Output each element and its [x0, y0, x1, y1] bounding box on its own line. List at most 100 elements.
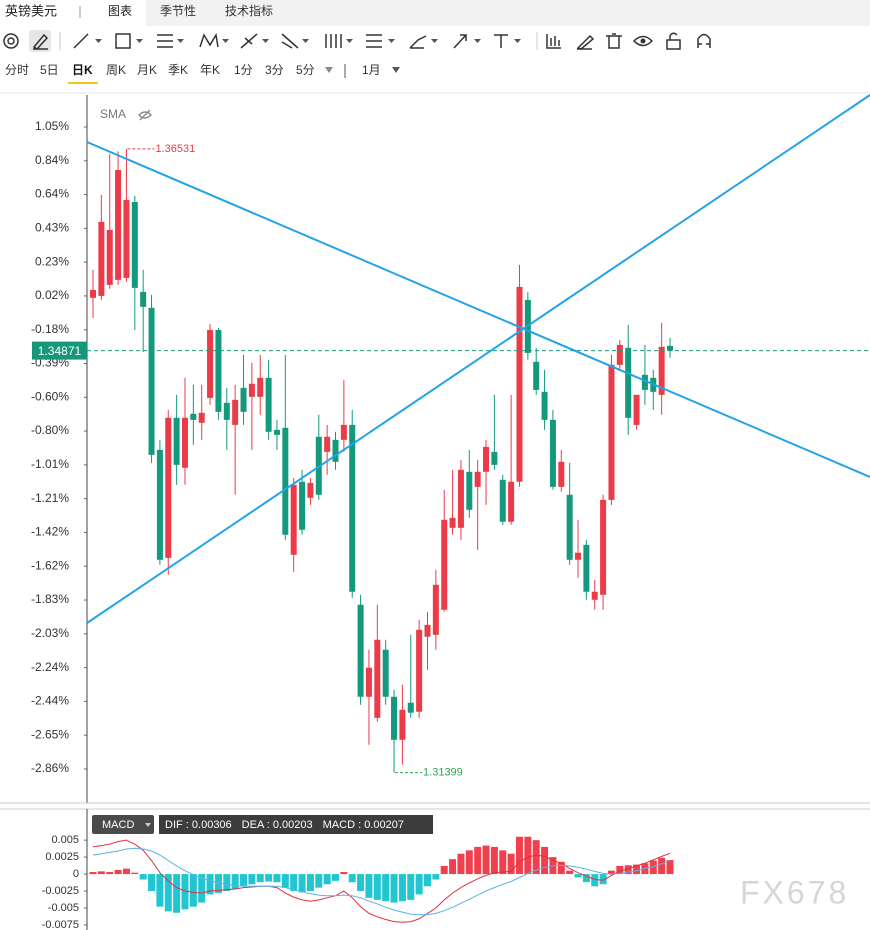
y-tick-label: 0 — [73, 868, 79, 880]
legend-name: DEA — [242, 819, 265, 831]
legend-sep: : — [264, 819, 273, 831]
tool-icon[interactable] — [73, 33, 102, 49]
candle-body — [165, 417, 172, 558]
candle-body — [616, 344, 623, 365]
macd-bar — [607, 870, 615, 875]
period[interactable]: 1分 — [234, 63, 253, 77]
macd-bar — [390, 874, 398, 903]
range-dropdown[interactable] — [392, 67, 400, 73]
indicator-label[interactable]: SMA — [100, 107, 126, 121]
period[interactable]: 5日 — [40, 63, 59, 77]
candle-body — [148, 307, 155, 455]
tool-icon[interactable] — [3, 33, 19, 49]
candle-body — [215, 329, 222, 412]
candle-body — [265, 377, 272, 432]
range[interactable]: 1月 — [362, 63, 381, 77]
period[interactable]: 年K — [200, 63, 220, 77]
candle-body — [115, 169, 122, 280]
macd-bar — [499, 850, 507, 875]
indicator-dropdown[interactable] — [92, 815, 154, 834]
last-price-label: 1.34871 — [38, 344, 82, 358]
tool-icon[interactable] — [281, 33, 309, 49]
visibility-icon[interactable] — [138, 109, 152, 121]
candle-body — [575, 552, 582, 560]
period[interactable]: 3分 — [265, 63, 284, 77]
y-tick-label: 0.0025 — [45, 851, 79, 863]
candle-body — [207, 329, 214, 398]
symbol: 英镑美元 — [5, 3, 57, 18]
macd-line — [92, 847, 671, 916]
extreme-label: 1.36531 — [155, 143, 195, 155]
macd-bar — [181, 874, 189, 910]
price-annotations: 1.36531 1.31399 1.34871 — [32, 143, 870, 779]
tool-icon[interactable] — [606, 33, 622, 49]
tool-icon[interactable] — [632, 35, 654, 47]
candle-body — [608, 364, 615, 500]
macd-bar — [357, 874, 365, 892]
more-dropdown[interactable] — [325, 67, 333, 73]
candle-body — [140, 291, 147, 307]
macd-bar — [97, 871, 105, 875]
period[interactable]: 周K — [106, 63, 126, 77]
tool-icon[interactable] — [325, 34, 353, 48]
period-active[interactable]: 日K — [72, 63, 93, 77]
tool-icon[interactable] — [240, 33, 269, 49]
period[interactable]: 5分 — [296, 63, 315, 77]
macd-bar — [633, 864, 641, 875]
tab[interactable]: 技术指标 — [225, 3, 273, 18]
legend: DIF : 0.00306 DEA : 0.00203 MACD : 0.00207 — [165, 819, 404, 831]
tool-icon[interactable] — [697, 33, 711, 49]
y-tick-label: 0.64% — [35, 187, 69, 201]
candle-body — [357, 604, 364, 697]
candle-body — [90, 289, 96, 298]
tab[interactable]: 季节性 — [160, 4, 196, 18]
y-tick-label: 0.84% — [35, 153, 69, 167]
macd-bar — [382, 874, 390, 902]
tool-icon[interactable] — [453, 34, 481, 49]
period[interactable]: 季K — [168, 63, 188, 77]
candle-body — [491, 451, 498, 465]
period[interactable]: 月K — [137, 63, 157, 77]
macd-bar — [515, 836, 523, 875]
tool-icon[interactable] — [409, 35, 438, 49]
macd-bar — [449, 859, 457, 875]
candle-body — [257, 377, 264, 397]
y-tick-label: 0.23% — [35, 254, 69, 268]
macd-line — [92, 839, 671, 923]
candle-body — [98, 221, 105, 296]
candle-body — [340, 424, 347, 440]
tool-icon[interactable] — [576, 34, 595, 50]
macd-bar — [114, 870, 122, 875]
indicator-title[interactable]: MACD — [102, 819, 134, 831]
tool-icon[interactable] — [199, 32, 229, 48]
candle-body — [591, 591, 598, 600]
macd-bar — [198, 874, 206, 903]
tool-icon[interactable] — [546, 34, 561, 49]
candle-body — [625, 347, 632, 418]
trend-line[interactable] — [86, 94, 870, 624]
candle-body — [349, 424, 356, 592]
macd-bar — [566, 870, 574, 875]
tool-icon[interactable] — [366, 34, 395, 48]
tool-icon[interactable] — [115, 33, 143, 49]
candle-body — [240, 387, 247, 412]
tool-icon[interactable] — [157, 34, 184, 48]
candle-body — [600, 499, 607, 595]
macd-bar — [507, 853, 515, 875]
candle-body — [290, 484, 297, 555]
y-tick-label: 0.43% — [35, 221, 69, 235]
period[interactable]: 分时 — [5, 63, 29, 77]
tool-icon[interactable] — [666, 32, 681, 50]
candle-body — [407, 702, 414, 713]
tool-icon[interactable] — [494, 34, 521, 48]
trend-line[interactable] — [86, 141, 870, 478]
tool-icon[interactable] — [32, 33, 49, 50]
candle-body — [374, 639, 381, 718]
y-tick-label: -0.80% — [31, 423, 69, 437]
macd-bar — [340, 872, 348, 875]
tab[interactable]: 图表 — [108, 4, 132, 18]
macd-bar — [574, 874, 582, 878]
macd-bar — [658, 857, 666, 875]
candle-body — [190, 413, 197, 420]
y-tick-label: -2.65% — [31, 727, 69, 741]
